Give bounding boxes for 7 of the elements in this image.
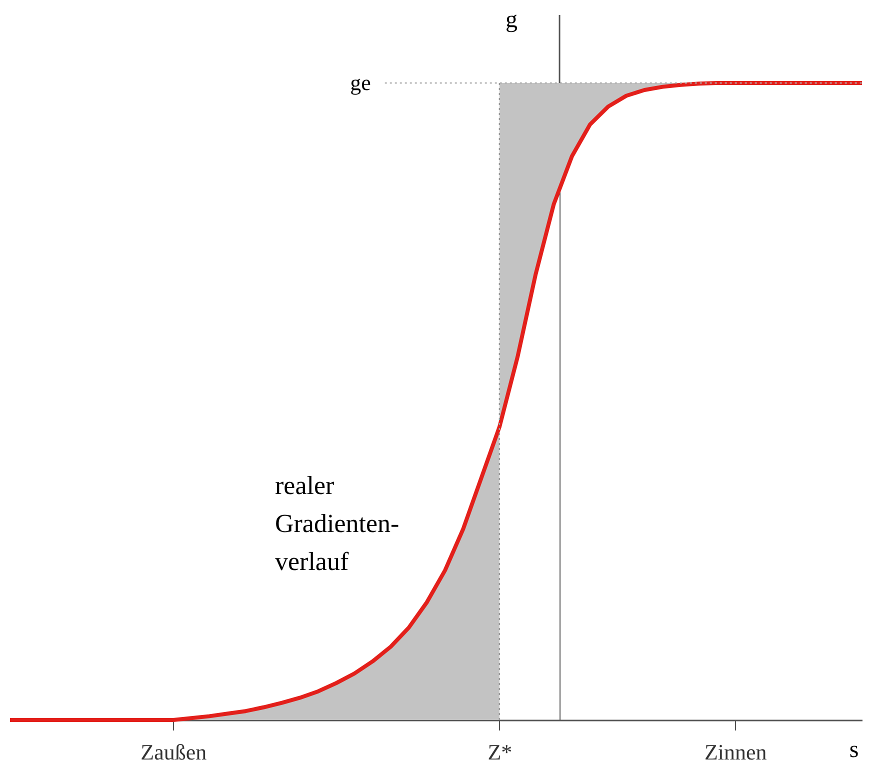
annotation: realer Gradienten-verlauf xyxy=(275,471,400,576)
x-tick-label: Zinnen xyxy=(704,740,767,764)
x-tick-label: Z* xyxy=(488,740,512,764)
x-tick-label: Zaußen xyxy=(140,740,207,764)
y-axis-title: g xyxy=(506,7,518,33)
ref-line-label: ge xyxy=(350,70,371,95)
x-axis-title: s xyxy=(849,737,859,763)
